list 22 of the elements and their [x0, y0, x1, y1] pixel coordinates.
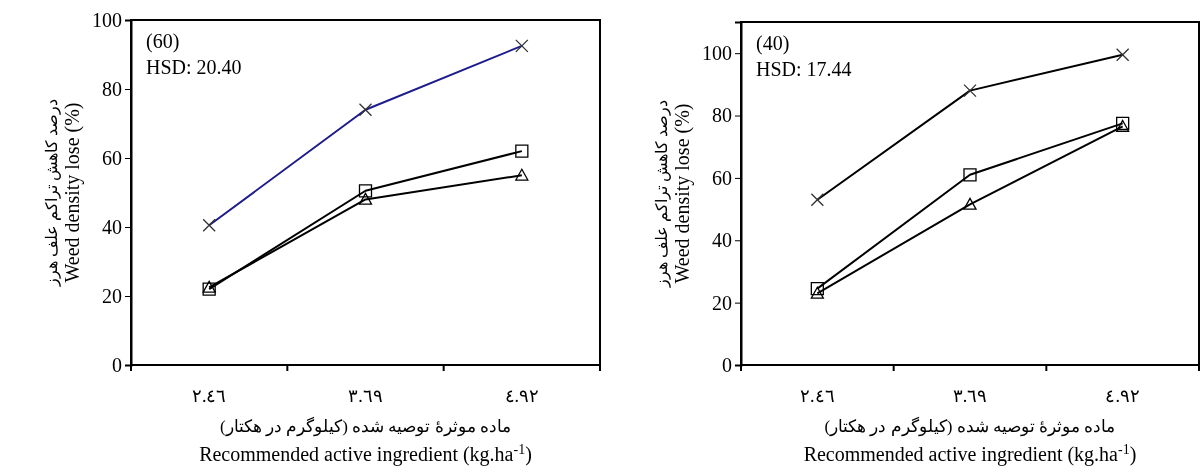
- y-tick-label: 40: [712, 229, 732, 252]
- y-tick-label: 80: [102, 77, 122, 100]
- y-tick-label: 20: [712, 291, 732, 314]
- y-tick-label: 60: [712, 166, 732, 189]
- x-tick-label: ٤.٩٢: [504, 386, 540, 406]
- x-tick-label: ٢.٤٦: [800, 386, 835, 406]
- x-tick-label: ٤.٩٢: [1105, 386, 1140, 406]
- annotation: HSD: 17.44: [756, 58, 852, 80]
- y-tick-label: 100: [92, 8, 122, 31]
- y-tick-label: 0: [112, 353, 122, 376]
- y-tick-label: 0: [722, 353, 732, 376]
- x-tick-label: ٣.٦٩: [952, 386, 988, 406]
- y-tick-label: 40: [102, 215, 122, 238]
- y-tick-label: 100: [702, 42, 732, 65]
- annotation: (40): [756, 32, 790, 55]
- y-tick-label: 60: [102, 146, 122, 169]
- y-tick-label: 20: [102, 284, 122, 307]
- y-tick-label: 80: [712, 104, 732, 127]
- annotation: HSD: 20.40: [146, 56, 242, 78]
- annotation: (60): [146, 30, 180, 53]
- x-tick-label: ٢.٤٦: [191, 386, 227, 406]
- x-tick-label: ٣.٦٩: [348, 386, 383, 406]
